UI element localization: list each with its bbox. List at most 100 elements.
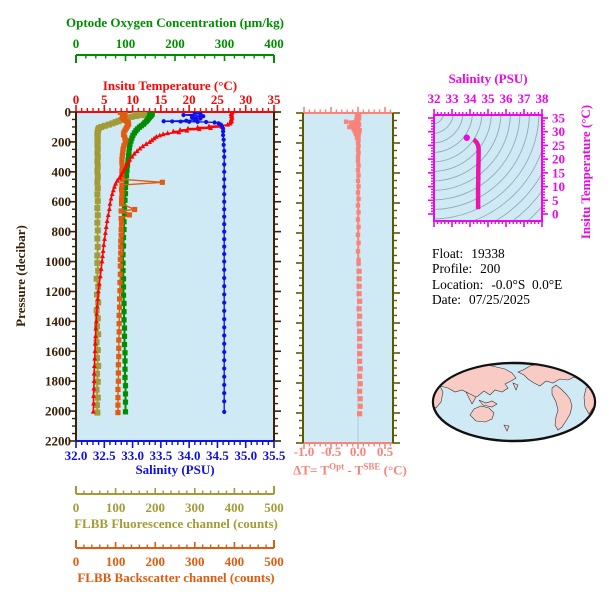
temperature-marker <box>165 130 171 136</box>
backscatter-marker <box>115 386 121 393</box>
fluorescence-marker <box>93 339 100 346</box>
backscatter-tick-label: 100 <box>106 554 126 569</box>
delta_t_deep-marker <box>357 313 363 319</box>
backscatter-marker <box>117 279 123 286</box>
backscatter-marker <box>118 221 125 227</box>
temperature-marker <box>94 310 100 316</box>
backscatter-marker <box>116 296 123 302</box>
oxygen-marker <box>123 178 129 184</box>
salinity-marker <box>220 129 226 134</box>
pressure-tick-label: 2200 <box>45 434 71 449</box>
ts_salinity-tick-label: 33 <box>446 91 460 106</box>
pressure-tick-label: 1200 <box>45 284 71 299</box>
map-land <box>469 405 495 423</box>
temperature-marker <box>100 253 105 259</box>
temperature-tick-label: 20 <box>183 92 196 107</box>
oxygen-marker <box>122 374 128 381</box>
salinity-marker <box>222 382 227 388</box>
oxygen-marker <box>121 341 128 348</box>
backscatter-marker <box>122 134 128 140</box>
oxygen-axis-title: Optode Oxygen Concentration (µm/kg) <box>65 15 285 30</box>
oxygen-tick-label: 100 <box>116 36 136 51</box>
salinity-marker <box>192 112 197 115</box>
backscatter-tick-label: 0 <box>73 554 80 569</box>
temperature-marker <box>95 295 101 301</box>
oxygen-marker <box>126 149 132 155</box>
fluorescence-marker <box>94 168 101 175</box>
fluorescence-marker <box>94 378 101 385</box>
series-delta_t_deep <box>356 268 363 417</box>
fluorescence-marker <box>143 112 150 118</box>
temperature-tick-label: 15 <box>154 92 168 107</box>
salinity-marker <box>220 126 226 131</box>
temperature-marker <box>104 218 110 223</box>
salinity-marker <box>222 162 227 167</box>
delta_t_deep-marker <box>356 306 362 312</box>
temperature-marker <box>103 230 108 235</box>
backscatter-axis-title: FLBB Backscatter channel (counts) <box>77 570 275 585</box>
temperature-marker <box>91 378 97 383</box>
fluorescence-marker <box>112 119 119 126</box>
delta_t_deep-marker <box>357 381 363 387</box>
temperature-marker <box>137 145 143 151</box>
salinity-marker <box>189 115 195 120</box>
temperature-marker <box>151 135 157 141</box>
delta_t_deep-marker <box>357 411 363 417</box>
backscatter-marker <box>116 312 122 318</box>
oxygen-marker <box>121 300 127 307</box>
ts_temperature-tick-label: 35 <box>552 111 566 126</box>
salinity-marker <box>204 119 209 125</box>
fluorescence-tick-label: 500 <box>264 500 284 515</box>
delta_t-marker <box>355 232 361 237</box>
backscatter-marker <box>119 160 125 166</box>
oxygen-marker <box>122 358 128 364</box>
fluorescence-marker <box>94 149 101 156</box>
fluorescence-tick-label: 0 <box>73 500 80 515</box>
oxygen-marker <box>120 243 127 249</box>
ts_temperature-tick-label: 10 <box>552 179 565 194</box>
delta_t_deep-marker <box>357 328 363 334</box>
ts_temperature-tick-label: 0 <box>552 207 559 222</box>
temperature-marker <box>184 127 190 133</box>
delta_t-tick-label: -0.5 <box>321 444 342 459</box>
salinity-marker <box>201 114 206 119</box>
oxygen-tick-label: 0 <box>73 36 80 51</box>
fluorescence-marker <box>124 114 131 121</box>
salinity-marker <box>198 116 203 121</box>
pressure-tick-label: 1000 <box>45 254 71 269</box>
salinity-axis-title: Salinity (PSU) <box>135 462 215 477</box>
temperature-marker <box>122 165 128 171</box>
date-row: Date: 07/25/2025 <box>432 292 562 307</box>
delta_t-marker <box>355 190 361 195</box>
backscatter-marker <box>123 137 129 143</box>
salinity-marker <box>181 112 186 118</box>
fluorescence-marker <box>94 409 101 416</box>
salinity-tick-label: 32.5 <box>93 448 116 463</box>
temperature-marker <box>129 153 135 159</box>
delta_t-marker <box>356 143 361 149</box>
ts_temperature-tick-label: 5 <box>552 193 559 208</box>
oxygen-marker <box>124 167 130 173</box>
fluorescence-marker <box>94 243 101 250</box>
temperature-marker <box>109 191 115 197</box>
temperature-marker <box>112 183 117 189</box>
map-land <box>503 424 510 432</box>
pressure-tick-label: 1400 <box>45 314 71 329</box>
salinity-marker <box>222 237 227 242</box>
temperature-marker <box>127 156 133 162</box>
temperature-marker <box>160 131 166 137</box>
temperature-marker <box>125 159 131 165</box>
delta_t-tick-label: -1.0 <box>294 444 315 459</box>
oxygen-marker <box>122 399 129 405</box>
backscatter-marker <box>119 176 125 182</box>
salinity-marker <box>222 391 227 396</box>
oxygen-marker <box>121 226 127 233</box>
temperature-marker <box>96 280 102 286</box>
fluorescence-marker <box>93 355 100 362</box>
oxygen-marker <box>120 276 127 282</box>
backscatter-marker <box>159 179 165 185</box>
delta_t-marker <box>356 196 361 201</box>
oxygen-marker <box>122 350 128 356</box>
oxygen-marker <box>126 145 133 151</box>
salinity-marker <box>212 120 217 125</box>
